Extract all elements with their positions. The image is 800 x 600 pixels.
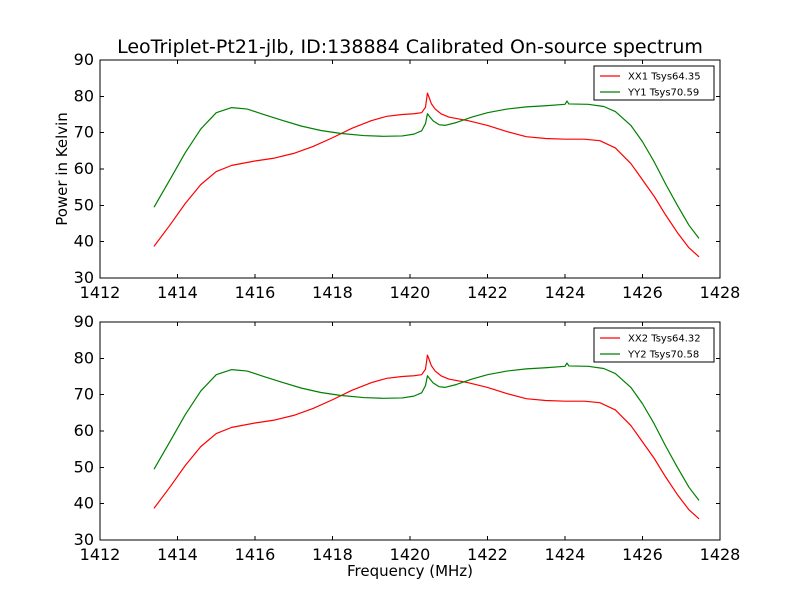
x-tick-label: 1424 — [545, 545, 586, 564]
x-tick-label: 1422 — [467, 545, 508, 564]
series-line-1 — [153, 354, 700, 520]
x-tick-label: 1420 — [390, 283, 431, 302]
y-tick-label: 70 — [74, 123, 94, 142]
series-line-2 — [153, 362, 700, 501]
x-tick-label: 1414 — [157, 545, 198, 564]
y-tick-label: 80 — [74, 86, 94, 105]
figure-title: LeoTriplet-Pt21-jlb, ID:138884 Calibrate… — [117, 36, 703, 58]
x-tick-label: 1422 — [467, 283, 508, 302]
legend-box — [593, 65, 715, 101]
legend: XX2 Tsys64.32 YY2 Tsys70.58 — [593, 327, 715, 363]
y-tick-label: 40 — [74, 494, 94, 513]
y-tick-label: 50 — [74, 457, 94, 476]
y-tick-label: 60 — [74, 159, 94, 178]
x-tick-label: 1426 — [622, 545, 663, 564]
x-tick-label: 1416 — [235, 283, 276, 302]
chart-panel-1: 1412 1414 1416 1418 1420 1422 1424 1426 1428 30 40… — [74, 50, 741, 302]
x-tick-label: 1412 — [80, 545, 121, 564]
x-tick-label: 1428 — [700, 545, 741, 564]
legend: XX1 Tsys64.35 YY1 Tsys70.59 — [593, 65, 715, 101]
x-tick-label: 1428 — [700, 283, 741, 302]
x-tick-label: 1418 — [312, 283, 353, 302]
y-tick-label: 90 — [74, 50, 94, 69]
x-tick-label: 1420 — [390, 545, 431, 564]
legend-box — [593, 327, 715, 363]
legend-label-2: YY1 Tsys70.59 — [627, 88, 699, 99]
x-tick-label: 1418 — [312, 545, 353, 564]
y-axis-label: Power in Kelvin — [53, 112, 71, 226]
y-tick-label: 80 — [74, 348, 94, 367]
x-tick-label: 1412 — [80, 283, 121, 302]
legend-label-1: XX2 Tsys64.32 — [628, 334, 701, 345]
x-tick-label: 1416 — [235, 545, 276, 564]
chart-panel-2: 1412 1414 1416 1418 1420 1422 1424 1426 1428 30 40… — [74, 312, 741, 564]
x-axis-label: Frequency (MHz) — [347, 562, 473, 580]
y-tick-label: 50 — [74, 195, 94, 214]
y-tick-label: 40 — [74, 232, 94, 251]
y-tick-label: 30 — [74, 268, 94, 287]
x-tick-label: 1424 — [545, 283, 586, 302]
y-tick-label: 60 — [74, 421, 94, 440]
series-line-2 — [153, 100, 700, 239]
x-tick-label: 1414 — [157, 283, 198, 302]
y-tick-label: 90 — [74, 312, 94, 331]
x-tick-label: 1426 — [622, 283, 663, 302]
legend-label-1: XX1 Tsys64.35 — [628, 72, 701, 83]
y-tick-label: 70 — [74, 385, 94, 404]
chart-panels: 1412 1414 1416 1418 1420 1422 1424 1426 1428 30 40… — [74, 50, 741, 564]
y-tick-label: 30 — [74, 530, 94, 549]
series-line-1 — [153, 92, 700, 258]
legend-label-2: YY2 Tsys70.58 — [627, 350, 699, 361]
